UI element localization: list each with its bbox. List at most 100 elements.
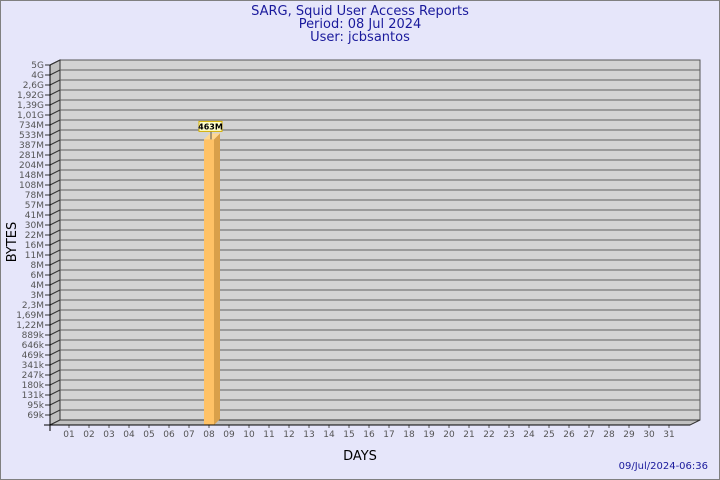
x-tick-label: 23: [503, 430, 514, 440]
x-axis-label: DAYS: [343, 449, 377, 464]
x-tick-label: 20: [443, 430, 455, 440]
y-tick-label: 2,6G: [23, 81, 44, 91]
y-tick-label: 16M: [25, 241, 44, 251]
data-label: 463M: [198, 122, 223, 131]
chart-title: SARG, Squid User Access Reports: [251, 4, 469, 19]
y-tick-label: 281M: [19, 151, 44, 161]
y-tick-diagonal: [49, 329, 61, 336]
y-tick-diagonal: [49, 239, 61, 246]
y-tick-label: 1,22M: [16, 321, 44, 331]
y-tick-diagonal: [49, 109, 61, 116]
y-tick-label: 8M: [31, 261, 45, 271]
x-tick-label: 12: [283, 430, 294, 440]
y-tick-label: 78M: [25, 191, 44, 201]
x-tick-label: 16: [363, 430, 375, 440]
x-tick-label: 19: [423, 430, 435, 440]
x-tick-label: 07: [183, 430, 194, 440]
x-tick-label: 14: [323, 430, 335, 440]
y-tick-diagonal: [49, 339, 61, 346]
y-tick-diagonal: [49, 249, 61, 256]
x-tick-label: 08: [203, 430, 215, 440]
y-tick-diagonal: [49, 359, 61, 366]
x-tick-label: 25: [543, 430, 554, 440]
plot-floor: [49, 419, 701, 426]
y-tick-diagonal: [49, 269, 61, 276]
chart-period: Period: 08 Jul 2024: [298, 17, 422, 32]
x-tick-label: 02: [83, 430, 94, 440]
y-tick-label: 4G: [31, 71, 44, 81]
y-tick-label: 6M: [31, 271, 45, 281]
y-tick-label: 889k: [22, 331, 45, 341]
y-tick-label: 30M: [25, 221, 44, 231]
y-tick-diagonal: [49, 89, 61, 96]
y-tick-diagonal: [49, 99, 61, 106]
y-tick-label: 2,3M: [22, 301, 44, 311]
y-tick-label: 341k: [22, 361, 45, 371]
x-tick-label: 03: [103, 430, 114, 440]
y-tick-diagonal: [49, 169, 61, 176]
y-tick-label: 69k: [27, 411, 44, 421]
y-tick-label: 3M: [31, 291, 45, 301]
y-tick-label: 108M: [19, 181, 44, 191]
y-tick-diagonal: [49, 79, 61, 86]
y-tick-label: 1,92G: [17, 91, 44, 101]
x-tick-label: 29: [623, 430, 635, 440]
x-tick-label: 21: [463, 430, 474, 440]
y-tick-label: 180k: [22, 381, 45, 391]
y-tick-diagonal: [49, 299, 61, 306]
x-tick-label: 01: [63, 430, 74, 440]
x-tick-label: 11: [263, 430, 274, 440]
x-tick-label: 05: [143, 430, 154, 440]
bar-side: [214, 133, 220, 425]
generated-timestamp: 09/Jul/2024-06:36: [619, 461, 708, 472]
y-tick-diagonal: [49, 149, 61, 156]
y-tick-label: 148M: [19, 171, 44, 181]
x-tick-label: 24: [523, 430, 535, 440]
y-tick-label: 1,69M: [16, 311, 44, 321]
y-tick-diagonal: [49, 179, 61, 186]
x-tick-label: 30: [643, 430, 655, 440]
y-tick-diagonal: [49, 59, 61, 66]
y-tick-label: 247k: [22, 371, 45, 381]
y-tick-label: 131k: [22, 391, 45, 401]
y-tick-diagonal: [49, 319, 61, 326]
y-axis-label: BYTES: [5, 222, 20, 263]
x-tick-label: 06: [163, 430, 175, 440]
x-tick-label: 13: [303, 430, 314, 440]
y-tick-label: 533M: [19, 131, 44, 141]
y-tick-diagonal: [49, 219, 61, 226]
y-tick-label: 734M: [19, 121, 44, 131]
y-tick-diagonal: [49, 409, 61, 416]
bar: [204, 139, 214, 425]
y-tick-label: 1,39G: [17, 101, 44, 111]
y-tick-label: 22M: [25, 231, 44, 241]
y-tick-label: 1,01G: [17, 111, 44, 121]
y-tick-diagonal: [49, 199, 61, 206]
y-tick-label: 41M: [25, 211, 44, 221]
y-tick-diagonal: [49, 229, 61, 236]
y-tick-label: 204M: [19, 161, 44, 171]
y-tick-diagonal: [49, 369, 61, 376]
x-tick-label: 27: [583, 430, 594, 440]
y-tick-diagonal: [49, 399, 61, 406]
x-tick-label: 09: [223, 430, 235, 440]
x-tick-label: 31: [663, 430, 674, 440]
y-tick-diagonal: [49, 139, 61, 146]
y-tick-diagonal: [49, 119, 61, 126]
y-tick-diagonal: [49, 159, 61, 166]
x-tick-label: 17: [383, 430, 394, 440]
y-tick-diagonal: [49, 309, 61, 316]
y-tick-label: 469k: [22, 351, 45, 361]
x-tick-label: 04: [123, 430, 135, 440]
y-tick-diagonal: [49, 389, 61, 396]
y-tick-diagonal: [49, 349, 61, 356]
chart-user: User: jcbsantos: [310, 30, 410, 45]
x-tick-label: 28: [603, 430, 615, 440]
y-tick-label: 387M: [19, 141, 44, 151]
y-tick-diagonal: [49, 129, 61, 136]
x-tick-label: 15: [343, 430, 354, 440]
y-tick-diagonal: [49, 279, 61, 286]
y-tick-label: 57M: [25, 201, 44, 211]
y-tick-diagonal: [49, 259, 61, 266]
